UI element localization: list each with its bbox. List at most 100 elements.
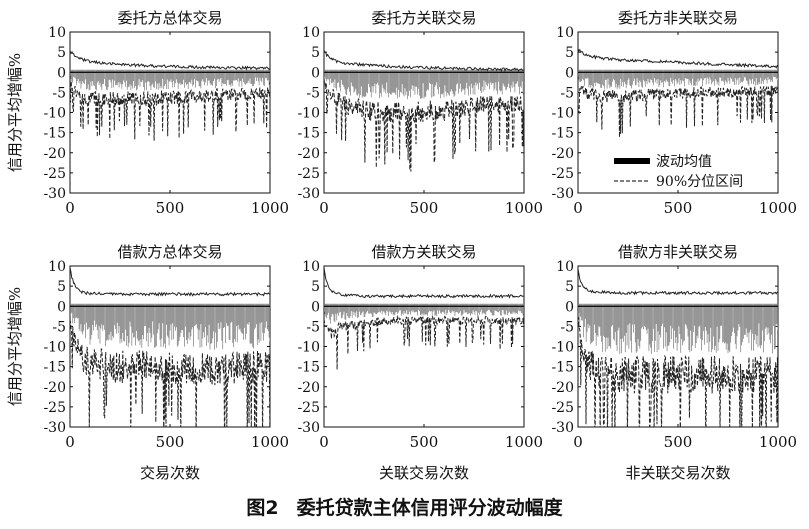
y-tick-label: 5	[57, 279, 66, 295]
x-tick-label: 500	[410, 433, 439, 451]
legend-background	[610, 150, 748, 188]
y-tick-label: 10	[556, 259, 574, 275]
fluctuation-band	[578, 303, 778, 355]
x-tick-label: 0	[319, 199, 329, 217]
y-tick-label: 10	[556, 25, 574, 41]
y-tick-label: -30	[43, 186, 66, 202]
y-tick-label: -30	[297, 420, 320, 436]
y-tick-label: -20	[297, 380, 320, 396]
y-axis-label: 信用分平均增幅%	[6, 53, 24, 172]
y-tick-label: 0	[565, 65, 574, 81]
y-tick-label: -10	[551, 106, 574, 122]
y-tick-label: -25	[43, 166, 66, 182]
series-upper-bound	[70, 267, 270, 297]
series-lower-bound	[324, 314, 524, 370]
y-tick-label: -5	[560, 85, 574, 101]
y-tick-label: -10	[297, 340, 320, 356]
y-tick-label: -30	[43, 420, 66, 436]
x-tick-label: 1000	[759, 199, 797, 217]
series-upper-bound	[578, 48, 778, 69]
panel-title: 委托方关联交易	[371, 9, 476, 27]
figure-caption: 图2 委托贷款主体信用评分波动幅度	[0, 493, 809, 520]
y-tick-label: 5	[57, 45, 66, 61]
fluctuation-band	[324, 69, 524, 100]
series-lower-bound	[578, 85, 778, 138]
legend-label-mean: 波动均值	[656, 154, 712, 170]
x-tick-label: 1000	[505, 433, 543, 451]
x-tick-label: 500	[156, 199, 185, 217]
series-upper-bound	[324, 50, 524, 73]
x-tick-label: 500	[664, 199, 693, 217]
y-tick-label: -15	[297, 126, 320, 142]
y-tick-label: -15	[551, 360, 574, 376]
y-tick-label: -10	[551, 340, 574, 356]
y-tick-label: -25	[43, 400, 66, 416]
panel-title: 委托方总体交易	[117, 9, 222, 27]
x-tick-label: 0	[573, 199, 583, 217]
y-tick-label: -30	[551, 186, 574, 202]
y-tick-label: 0	[565, 299, 574, 315]
y-tick-label: 5	[311, 45, 320, 61]
x-axis-label: 交易次数	[140, 464, 200, 482]
axes-frame	[69, 265, 271, 428]
panel-title: 借款方非关联交易	[618, 243, 738, 261]
y-tick-label: 0	[311, 65, 320, 81]
figure-caption-label: 图2	[246, 497, 279, 519]
y-tick-label: -5	[52, 85, 66, 101]
y-tick-label: -15	[43, 360, 66, 376]
x-tick-label: 1000	[505, 199, 543, 217]
y-tick-label: -25	[551, 400, 574, 416]
y-tick-label: -20	[551, 380, 574, 396]
y-tick-label: -5	[306, 85, 320, 101]
y-tick-label: -5	[52, 319, 66, 335]
figure-caption-title: 委托贷款主体信用评分波动幅度	[296, 497, 563, 519]
series-lower-bound	[70, 319, 270, 427]
y-tick-label: 0	[57, 299, 66, 315]
panel-title: 借款方关联交易	[371, 243, 476, 261]
y-tick-label: -20	[43, 146, 66, 162]
y-tick-label: -25	[297, 166, 320, 182]
y-tick-label: 10	[302, 25, 320, 41]
y-tick-label: 0	[311, 299, 320, 315]
y-tick-label: -10	[297, 106, 320, 122]
x-tick-label: 0	[573, 433, 583, 451]
y-tick-label: -30	[297, 186, 320, 202]
x-tick-label: 1000	[759, 433, 797, 451]
y-tick-label: 10	[48, 25, 66, 41]
x-axis-label: 非关联交易次数	[625, 464, 730, 482]
series-lower-bound	[70, 81, 270, 141]
fluctuation-band	[578, 69, 778, 90]
x-tick-label: 500	[664, 433, 693, 451]
y-tick-label: 10	[48, 259, 66, 275]
y-tick-label: -15	[43, 126, 66, 142]
fluctuation-band	[70, 69, 270, 91]
y-tick-label: 5	[565, 45, 574, 61]
x-tick-label: 1000	[251, 433, 289, 451]
series-upper-bound	[578, 268, 778, 296]
panel-title: 借款方总体交易	[117, 243, 222, 261]
axes-frame	[323, 265, 525, 428]
y-tick-label: 0	[57, 65, 66, 81]
y-tick-label: -25	[297, 400, 320, 416]
series-upper-bound	[324, 267, 524, 299]
y-tick-label: -5	[560, 319, 574, 335]
y-axis-label: 信用分平均增幅%	[6, 287, 24, 406]
series-lower-bound	[324, 78, 524, 172]
y-tick-label: -20	[43, 380, 66, 396]
legend-label-quantile: 90%分位区间	[656, 174, 743, 190]
x-tick-label: 0	[65, 433, 75, 451]
series-upper-bound	[70, 50, 270, 71]
y-tick-label: -25	[551, 166, 574, 182]
panel-title: 委托方非关联交易	[618, 9, 738, 27]
legend: 波动均值 90%分位区间	[610, 150, 748, 190]
y-tick-label: -10	[43, 340, 66, 356]
y-tick-label: 5	[565, 279, 574, 295]
y-tick-label: -10	[43, 106, 66, 122]
